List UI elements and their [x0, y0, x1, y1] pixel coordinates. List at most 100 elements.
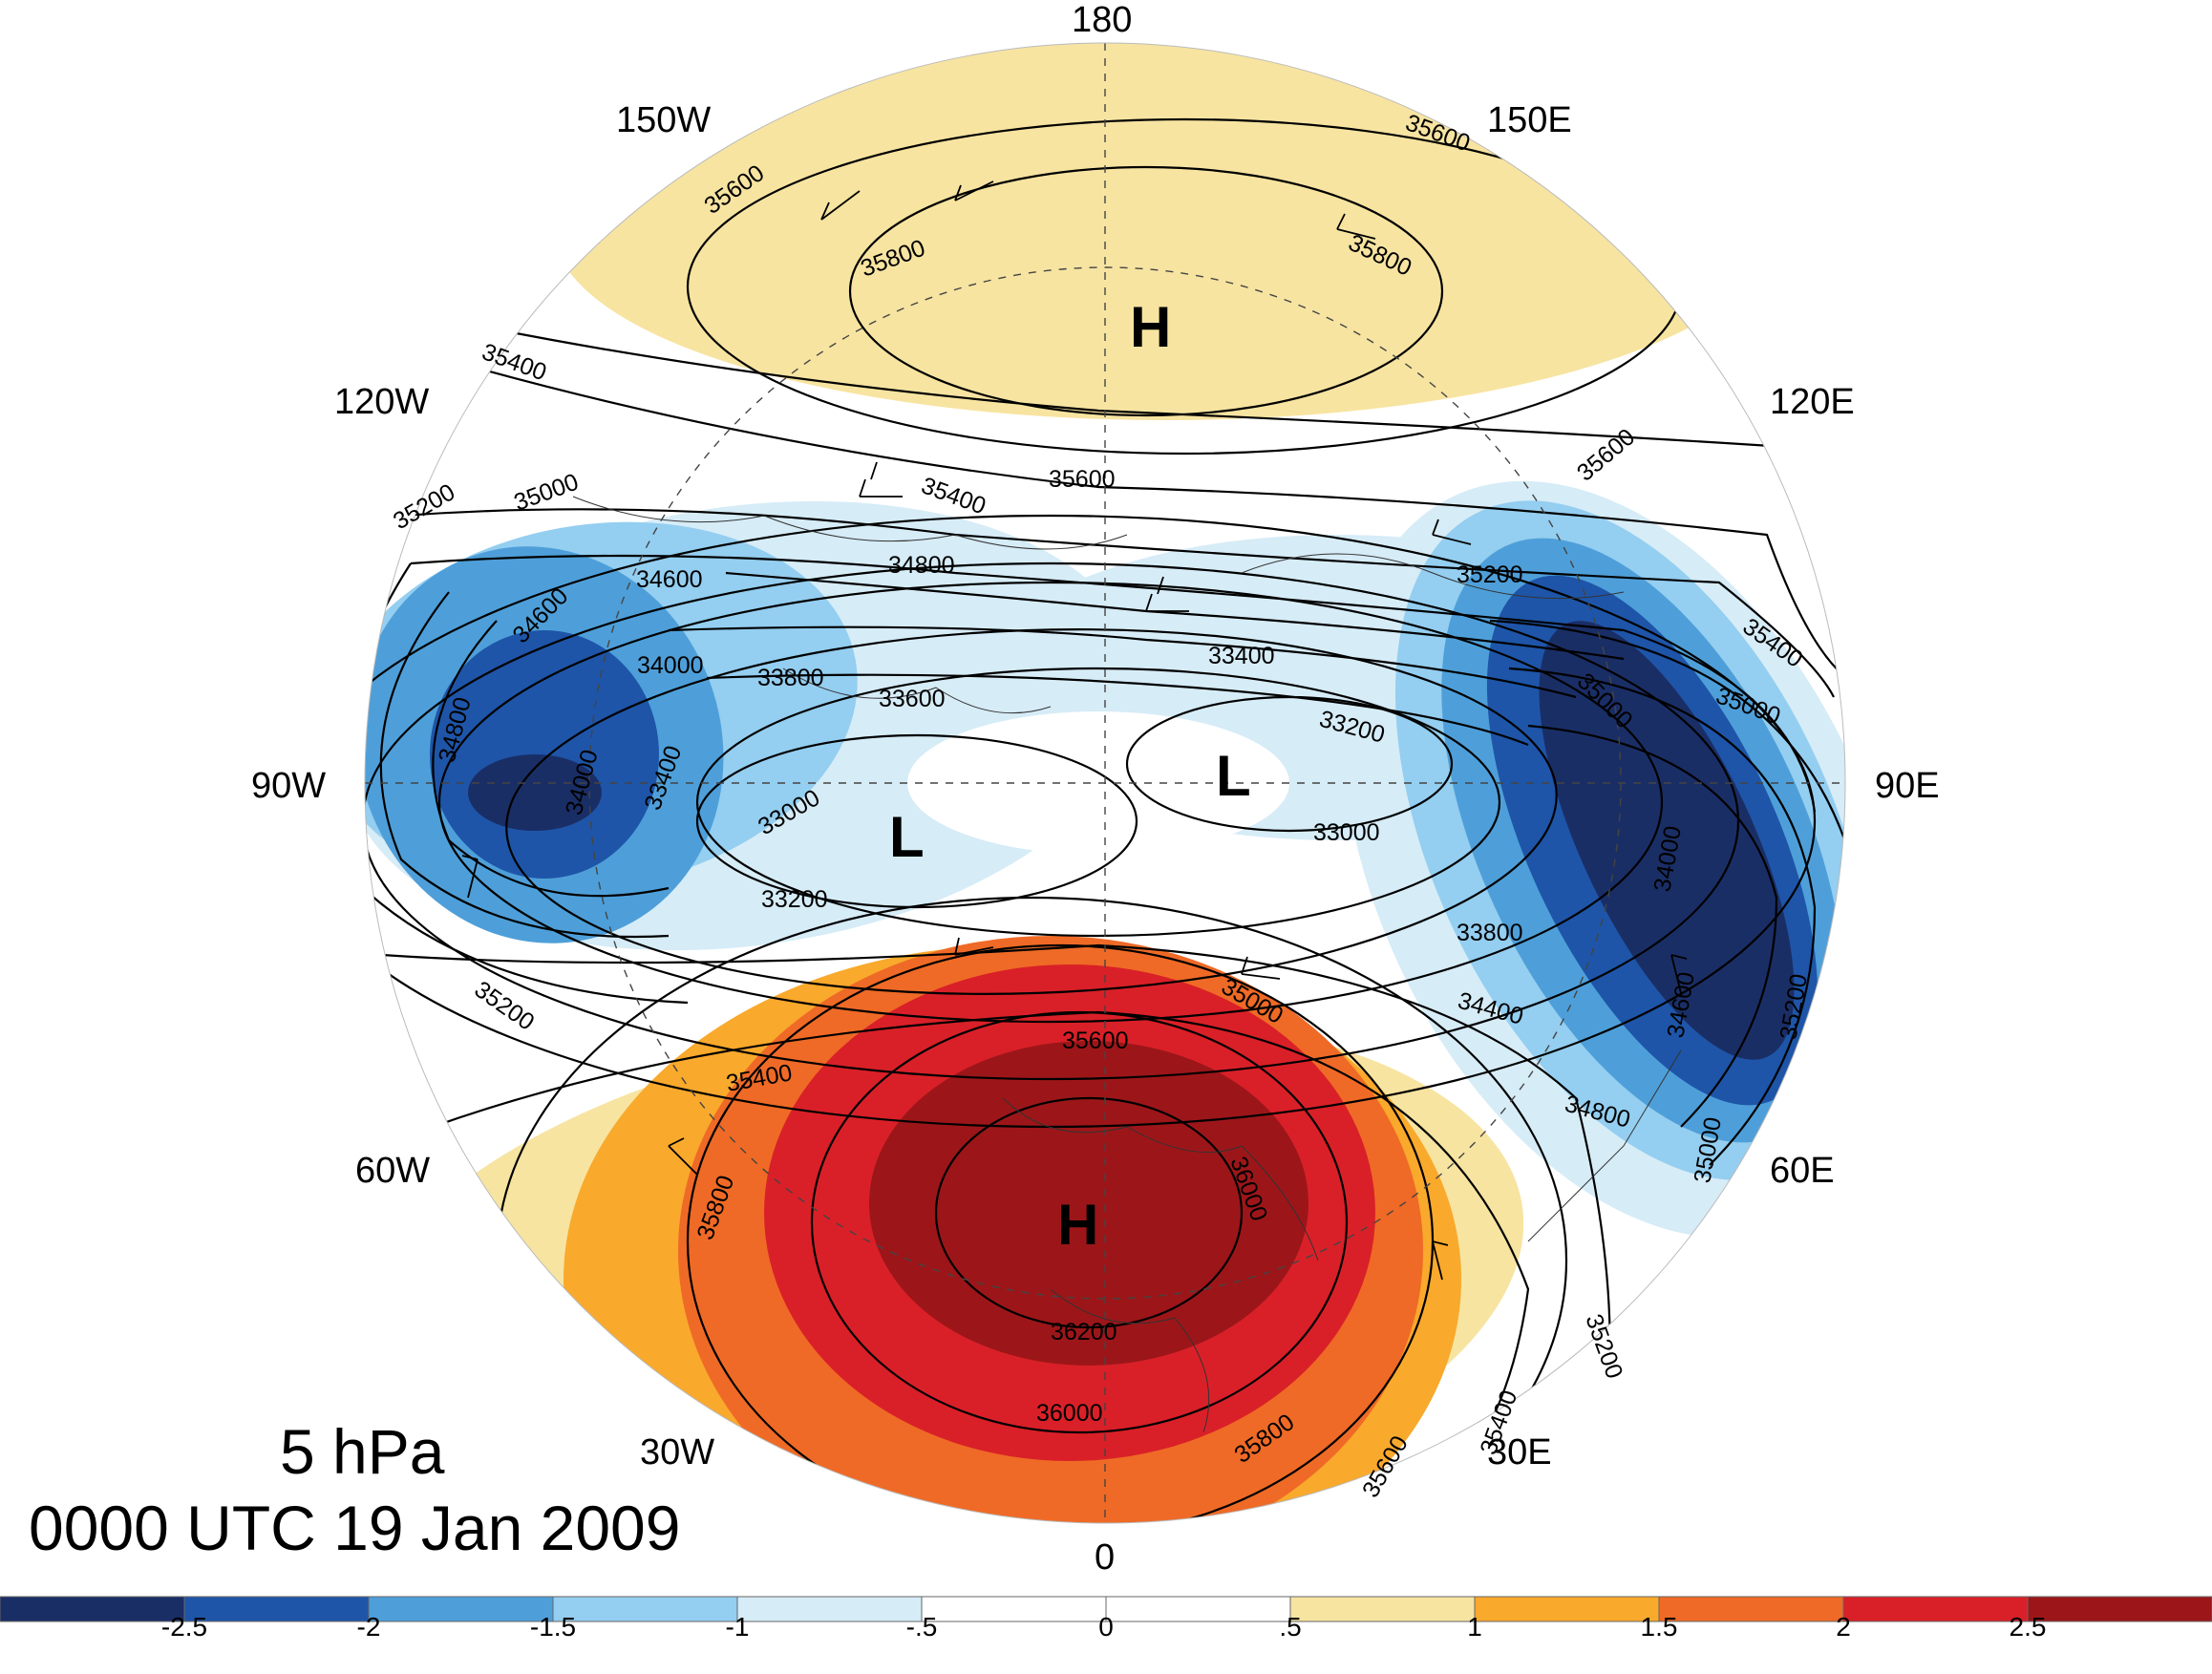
lon-label-120w: 120W [334, 382, 429, 422]
contour-label: 33400 [1208, 643, 1275, 669]
colorbar-box [921, 1596, 1107, 1622]
title-block: 5 hPa 0000 UTC 19 Jan 2009 [29, 1416, 680, 1563]
colorbar-tick-label: 0 [1098, 1612, 1114, 1642]
contour-34400-band [668, 625, 1577, 699]
contour-label: 33000 [1313, 819, 1380, 846]
low-center-arctic: L [1216, 744, 1251, 808]
contour-label: 33800 [1457, 920, 1523, 946]
contour-33800 [437, 581, 1664, 1024]
contour-35800-pacific [848, 165, 1444, 417]
colorbar-tick-label: 1 [1467, 1612, 1482, 1642]
contour-35400-europe [381, 1010, 1530, 1500]
coastline [572, 496, 1128, 550]
colorbar-box [183, 1596, 370, 1622]
lon-label-150w: 150W [616, 100, 711, 140]
wind-barb [1432, 1240, 1449, 1281]
contour-33800-band [706, 673, 1529, 747]
contour-label: 34000 [637, 652, 704, 679]
contour-label: 35600 [1572, 423, 1640, 486]
wind-barbs [461, 180, 1688, 1281]
colorbar-tick-label: 1.5 [1641, 1612, 1678, 1642]
contour-label: 35200 [389, 478, 459, 535]
wind-barb [820, 190, 861, 221]
contour-label: 35600 [1062, 1028, 1129, 1054]
contour-label: 35200 [1580, 1310, 1627, 1382]
lon-label-30e: 30E [1487, 1432, 1552, 1473]
contour-label: 35600 [1049, 466, 1116, 493]
level-label: 5 hPa [280, 1416, 445, 1487]
colorbar-box [1474, 1596, 1660, 1622]
canada-neg-anomaly-20 [430, 630, 659, 879]
colorbar-boxes [0, 1596, 2212, 1622]
colorbar-tick-label: -1.5 [530, 1612, 576, 1642]
contour-35600-band [457, 361, 1845, 689]
lon-label-180: 180 [1072, 0, 1132, 40]
colorbar-box [552, 1596, 738, 1622]
colorbar-box [2027, 1596, 2212, 1622]
colorbar-tick-label: 2 [1836, 1612, 1851, 1642]
colorbar-box [1658, 1596, 1844, 1622]
colorbar-box [1842, 1596, 2029, 1622]
coastline [1241, 553, 1625, 600]
colorbar: -2.5 -2 -1.5 -1 -.5 0 .5 1 1.5 2 2.5 [0, 1596, 2212, 1642]
lon-label-60e: 60E [1770, 1151, 1835, 1191]
wind-barb [668, 1137, 698, 1176]
colorbar-tick-label: -2 [357, 1612, 381, 1642]
contour-label: 34800 [888, 552, 955, 579]
contour-canada-inner-2 [379, 591, 670, 939]
lon-label-90e: 90E [1875, 766, 1940, 806]
graticule [365, 43, 1845, 1523]
colorbar-tick-label: -.5 [906, 1612, 938, 1642]
contour-label: 35200 [470, 976, 540, 1036]
wind-barb [1336, 213, 1376, 240]
contour-label: 34600 [636, 566, 703, 593]
contour-label: 36000 [1036, 1400, 1103, 1427]
colorbar-box [0, 1596, 185, 1622]
contour-east-1 [1527, 724, 1778, 1128]
colorbar-tick-label: .5 [1279, 1612, 1301, 1642]
lon-label-120e: 120E [1770, 382, 1855, 422]
high-center-europe: H [1057, 1193, 1098, 1257]
contour-33000-canada [695, 733, 1138, 909]
contour-36200 [934, 1096, 1244, 1329]
contour-33200 [695, 667, 1501, 938]
contour-34000 [365, 562, 1740, 1081]
pressure-centers: H L L H [889, 295, 1251, 1257]
wind-barb [954, 937, 994, 956]
wind-barb [461, 855, 479, 899]
lon-label-90w: 90W [251, 766, 326, 806]
contour-33000-arctic [1125, 695, 1454, 833]
contour-label: 33200 [761, 886, 828, 913]
high-center-pacific: H [1130, 295, 1171, 359]
colorbar-box [736, 1596, 923, 1622]
wind-barb [954, 180, 994, 201]
contour-35200 [400, 508, 1835, 698]
coastline [1050, 1288, 1210, 1433]
east-neg-anomaly-25 [1539, 621, 1795, 1060]
longitude-labels: 180 0 90W 90E 150W 120W 60W 30W 150E 120… [251, 0, 1940, 1578]
wind-barb [1432, 519, 1472, 545]
lon-label-150e: 150E [1487, 100, 1572, 140]
lon-label-60w: 60W [355, 1151, 430, 1191]
low-center-canada: L [889, 805, 925, 869]
height-contours [365, 117, 1845, 1523]
contour-label: 33800 [757, 665, 824, 691]
contour-canada-inner-1 [432, 620, 670, 898]
wind-barb [1145, 576, 1189, 612]
contour-35400 [496, 328, 1816, 451]
globe-outline [364, 42, 1846, 1524]
contour-east-2 [1508, 667, 1817, 1166]
colorbar-tick-label: -1 [726, 1612, 750, 1642]
wind-barb [1241, 956, 1281, 980]
wind-barb [1670, 954, 1688, 994]
coastlines [572, 496, 1682, 1433]
coastline [1002, 1097, 1319, 1261]
canada-neg-anomaly-25 [468, 754, 602, 831]
contour-canada-inner-3 [365, 562, 689, 1005]
coastline [782, 667, 1052, 714]
colorbar-tick-label: -2.5 [161, 1612, 207, 1642]
colorbar-box [368, 1596, 554, 1622]
coastline [1527, 1049, 1682, 1242]
wind-barb [859, 461, 903, 498]
